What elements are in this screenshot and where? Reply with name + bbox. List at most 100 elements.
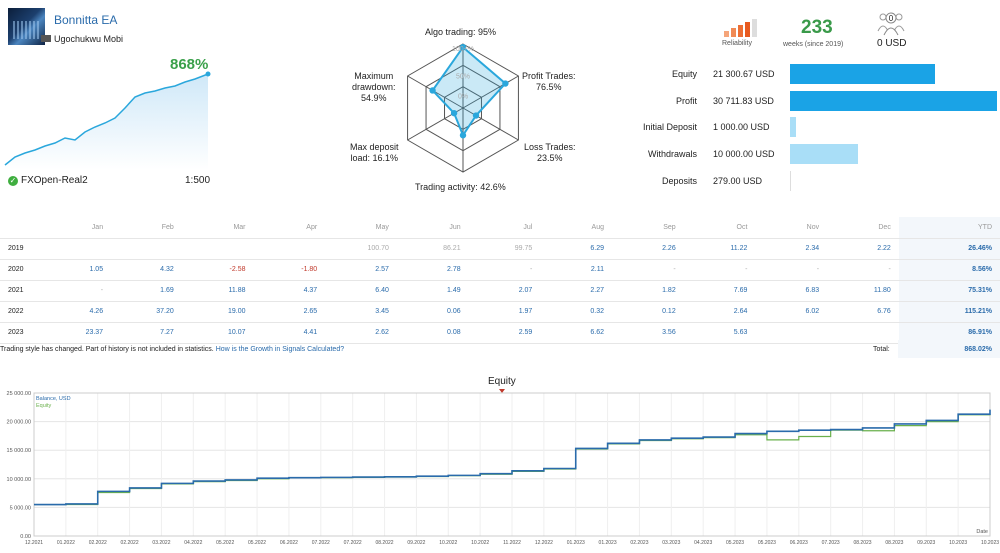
month-cell[interactable]: 6.29 [540,238,613,260]
month-cell[interactable]: 2.27 [540,280,613,302]
month-cell[interactable]: 19.00 [181,301,254,323]
month-cell[interactable]: 0.06 [396,301,469,323]
month-cell[interactable]: - [468,259,541,281]
month-cell[interactable]: 1.05 [40,259,112,281]
month-cell[interactable]: 3.56 [612,322,684,344]
x-tick-label: 03.2022 [152,540,170,546]
month-cell[interactable]: 1.49 [396,280,469,302]
month-cell[interactable]: 11.22 [683,238,756,260]
x-tick-label: 07.2023 [822,540,840,546]
month-cell[interactable] [755,322,828,344]
month-cell[interactable] [111,238,182,260]
svg-text:0: 0 [889,14,894,23]
month-cell[interactable] [827,322,899,344]
x-tick-label: 10.2022 [439,540,457,546]
stat-row-equity: Equity 21 300.67 USD [600,64,1000,86]
month-cell[interactable]: 7.27 [111,322,182,344]
radar-scale-label: 100+% [452,46,474,53]
stat-value: 30 711.83 USD [713,96,774,106]
month-cell[interactable]: 3.45 [325,301,397,323]
reliability-bars-icon [724,19,757,37]
stat-bar [790,64,935,84]
month-cell[interactable]: 6.83 [755,280,828,302]
y-tick-label: 5 000.00 [10,505,31,511]
chart-marker-icon [499,389,505,393]
x-tick-label: 05.2022 [216,540,234,546]
month-cell[interactable]: 99.75 [468,238,541,260]
month-cell[interactable]: 5.63 [683,322,756,344]
x-tick-label: 05.2022 [248,540,266,546]
month-header: May [325,217,397,239]
month-cell[interactable]: 11.88 [181,280,254,302]
stat-bar [790,91,997,111]
month-cell[interactable]: - [827,259,899,281]
month-cell[interactable]: 6.62 [540,322,613,344]
x-tick-label: 07.2022 [344,540,362,546]
radar-scale-label: 50% [456,73,470,80]
month-cell[interactable]: 4.41 [253,322,326,344]
month-cell[interactable]: 1.97 [468,301,541,323]
month-cell[interactable]: 6.40 [325,280,397,302]
month-cell[interactable]: 86.21 [396,238,469,260]
month-cell[interactable]: 2.59 [468,322,541,344]
table-row: 2022 4.26 37.20 19.00 2.65 3.45 0.06 1.97 0.32 0.… [0,301,1000,323]
stat-row-initial-deposit: Initial Deposit 1 000.00 USD [600,117,1000,139]
month-cell[interactable]: 4.32 [111,259,182,281]
month-cell[interactable]: 2.62 [325,322,397,344]
month-cell[interactable]: 0.12 [612,301,684,323]
month-cell[interactable]: 23.37 [40,322,112,344]
month-cell[interactable]: 2.78 [396,259,469,281]
month-cell[interactable]: 2.22 [827,238,899,260]
month-cell[interactable] [40,238,112,260]
month-cell[interactable]: 2.26 [612,238,684,260]
ytd-cell: 8.56% [898,259,1000,281]
month-cell[interactable]: 100.70 [325,238,397,260]
month-cell[interactable]: 1.82 [612,280,684,302]
month-cell[interactable]: 2.07 [468,280,541,302]
year-cell: 2019 [0,238,41,260]
broker-server[interactable]: ✓ FXOpen-Real2 [8,175,88,186]
radar-label-algo: Algo trading: 95% [425,27,497,37]
month-cell[interactable]: 1.69 [111,280,182,302]
month-cell[interactable]: - [755,259,828,281]
month-cell[interactable]: 0.32 [540,301,613,323]
month-cell[interactable]: 6.76 [827,301,899,323]
radar-chart: 100+% 50% 0% [407,43,519,173]
month-cell[interactable]: 2.11 [540,259,613,281]
month-cell[interactable] [253,238,326,260]
equity-chart[interactable]: 0.00 5 000.00 10 000.00 15 000.00 20 000.00 2… [0,390,1000,550]
month-cell[interactable]: 2.65 [253,301,326,323]
month-cell[interactable]: 2.34 [755,238,828,260]
month-cell[interactable]: 11.80 [827,280,899,302]
month-cell[interactable]: 37.20 [111,301,182,323]
month-cell[interactable]: -2.58 [181,259,254,281]
month-cell[interactable]: -1.80 [253,259,326,281]
month-cell[interactable]: - [612,259,684,281]
month-cell[interactable]: 4.26 [40,301,112,323]
month-cell[interactable]: 2.64 [683,301,756,323]
history-note: Trading style has changed. Part of histo… [0,346,345,353]
year-cell: 2021 [0,280,41,302]
month-cell[interactable]: 2.57 [325,259,397,281]
stat-row-deposits: Deposits 279.00 USD [600,171,1000,193]
month-cell[interactable]: 4.37 [253,280,326,302]
monthly-returns-table: Jan Feb Mar Apr May Jun Jul Aug Sep Oct Nov Dec YTD … [0,217,1000,344]
month-cell[interactable]: 0.08 [396,322,469,344]
ea-name[interactable]: Bonnitta EA [54,13,118,27]
ea-logo[interactable] [8,8,45,45]
month-cell[interactable]: - [683,259,756,281]
stat-value: 21 300.67 USD [713,69,775,79]
month-cell[interactable] [181,238,254,260]
radar-point [459,44,467,51]
month-cell[interactable]: 10.07 [181,322,254,344]
stat-row-profit: Profit 30 711.83 USD [600,91,1000,113]
x-tick-label: 06.2022 [280,540,298,546]
author-name[interactable]: Ugochukwu Mobi [54,34,124,44]
month-cell[interactable]: 7.69 [683,280,756,302]
table-row: 2020 1.05 4.32 -2.58 -1.80 2.57 2.78-2.11- - - -8… [0,259,1000,281]
radar-point [502,80,509,87]
month-cell[interactable]: - [40,280,112,302]
year-cell: 2022 [0,301,41,323]
month-cell[interactable]: 6.02 [755,301,828,323]
growth-help-link[interactable]: How is the Growth in Signals Calculated? [215,346,345,353]
